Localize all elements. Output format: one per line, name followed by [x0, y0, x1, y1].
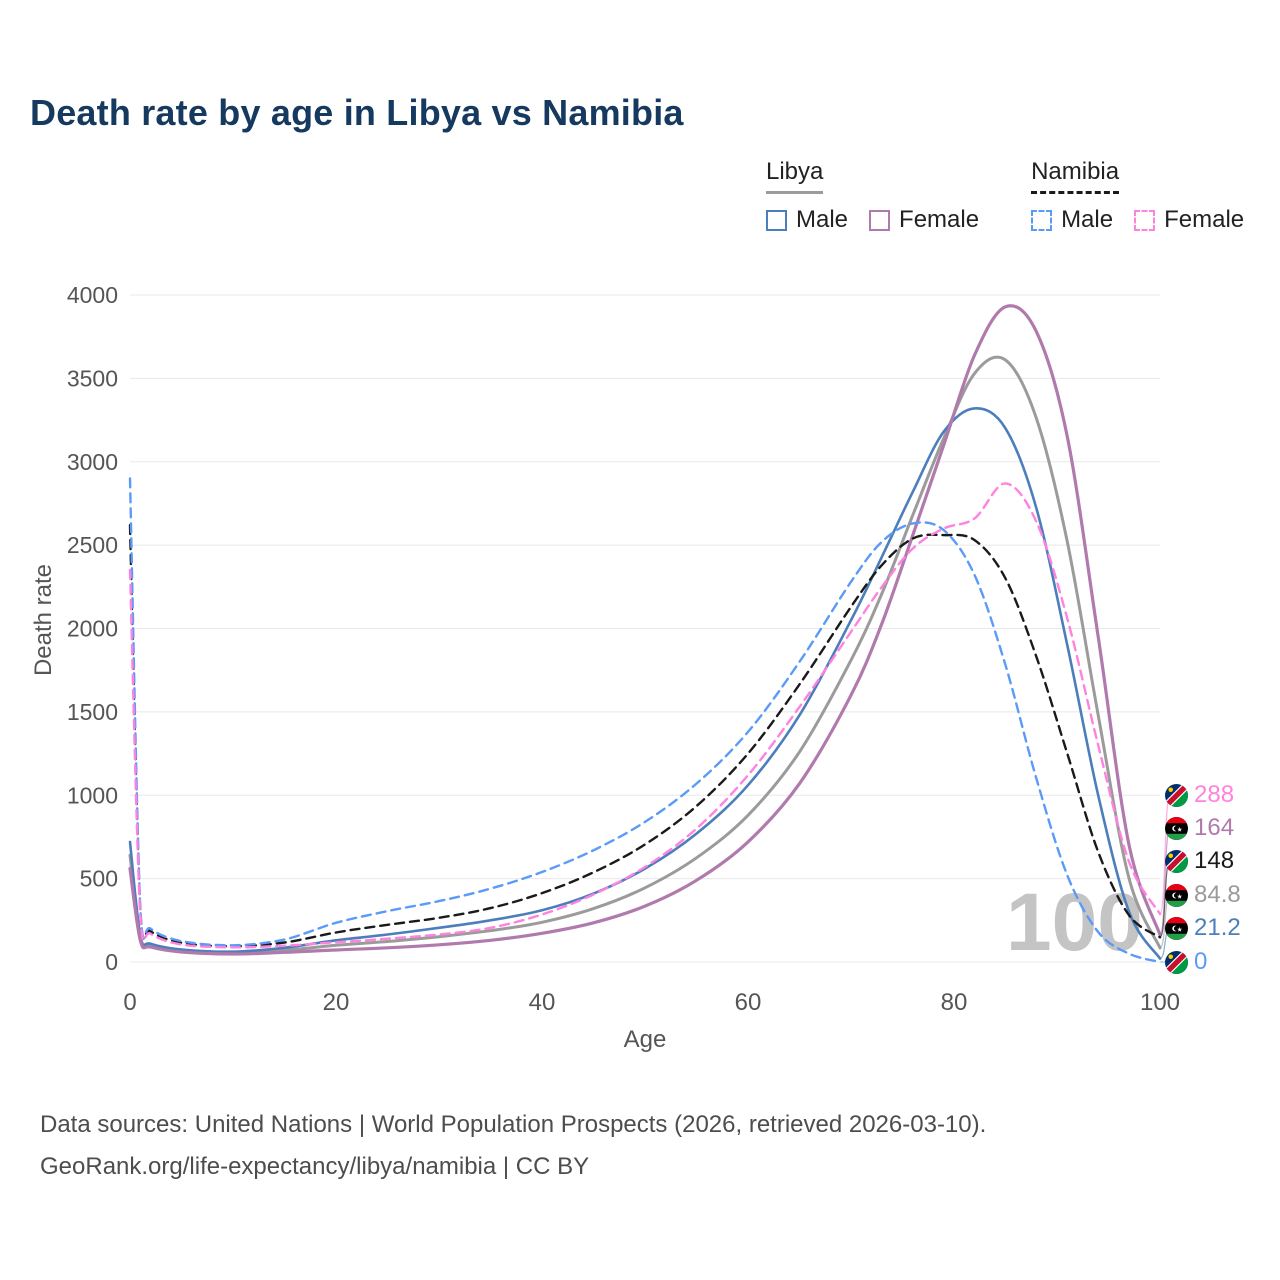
series-libya[interactable] — [128, 355, 1162, 955]
libya-male-swatch-icon[interactable] — [766, 209, 787, 231]
x-tick-label-60: 60 — [735, 989, 762, 1016]
x-tick-label-20: 20 — [323, 989, 350, 1016]
legend-namibia-female-label[interactable]: Female — [1164, 206, 1245, 233]
x-tick-label-40: 40 — [529, 989, 556, 1016]
series-namibia-male[interactable] — [128, 477, 1162, 964]
y-tick-label-0: 0 — [105, 949, 118, 975]
libya-female-swatch-icon[interactable] — [869, 209, 891, 231]
series-namibia[interactable] — [128, 523, 1162, 948]
legend-namibia-male-label[interactable]: Male — [1061, 206, 1114, 233]
series-libya-male[interactable] — [128, 407, 1162, 960]
y-tick-label-3000: 3000 — [67, 449, 118, 475]
y-tick-label-1000: 1000 — [67, 782, 118, 808]
x-axis-title: Age — [623, 1026, 667, 1053]
footer: Data sources: United Nations | World Pop… — [40, 1104, 986, 1188]
legend-group-libya: Libya Male Female — [766, 158, 991, 234]
y-tick-label-3500: 3500 — [67, 365, 118, 391]
series-namibia-female[interactable] — [128, 482, 1162, 949]
x-tick-label-80: 80 — [941, 989, 968, 1016]
legend: Libya Male Female Namibia Male Female — [766, 158, 1256, 234]
namibia-male-swatch-icon[interactable] — [1031, 209, 1053, 231]
legend-libya-label: Libya — [766, 158, 824, 194]
y-tick-label-1500: 1500 — [67, 699, 118, 725]
y-tick-label-500: 500 — [80, 866, 118, 892]
legend-group-namibia: Namibia Male Female — [1031, 158, 1256, 234]
namibia-female-swatch-icon[interactable] — [1134, 209, 1156, 231]
y-tick-label-4000: 4000 — [67, 282, 118, 308]
y-tick-label-2000: 2000 — [67, 616, 118, 642]
attribution-link[interactable]: GeoRank.org/life-expectancy/libya/namibi… — [40, 1153, 590, 1180]
x-tick-label-0: 0 — [123, 989, 136, 1016]
y-axis-title: Death rate — [30, 563, 57, 677]
x-tick-label-100: 100 — [1140, 989, 1180, 1016]
legend-namibia-label: Namibia — [1031, 158, 1120, 194]
y-tick-label-2500: 2500 — [67, 532, 118, 558]
data-sources-text: Data sources: United Nations | World Pop… — [40, 1111, 987, 1138]
legend-libya-female-label[interactable]: Female — [899, 206, 980, 233]
series-libya-female[interactable] — [128, 304, 1162, 956]
page-title: Death rate by age in Libya vs Namibia — [30, 92, 684, 133]
legend-libya-male-label[interactable]: Male — [796, 206, 849, 233]
